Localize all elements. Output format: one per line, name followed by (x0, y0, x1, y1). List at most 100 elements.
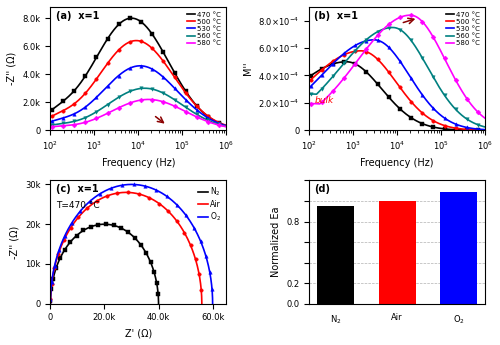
560 °C (48, 123, 54, 127)
Line: 500 °C: 500 °C (309, 51, 485, 130)
580 °C (410, 13, 416, 18)
530 °C (151, 68, 157, 72)
530 °C (223, 124, 229, 128)
Y-axis label: Normalized Ea: Normalized Ea (270, 207, 280, 277)
Legend: 470 °C, 500 °C, 530 °C, 560 °C, 580 °C: 470 °C, 500 °C, 530 °C, 560 °C, 580 °C (186, 10, 222, 47)
Line: 580 °C: 580 °C (50, 99, 226, 127)
470 °C (223, 124, 229, 128)
560 °C (338, 66, 344, 70)
Air (99, 196, 105, 200)
470 °C (127, 16, 133, 20)
470 °C (424, 123, 430, 127)
Air (84, 207, 89, 211)
580 °C (352, 62, 358, 67)
Line: 580 °C: 580 °C (309, 15, 485, 118)
470 °C (78, 80, 84, 84)
Air (172, 217, 178, 221)
580 °C (48, 125, 54, 129)
470 °C (343, 60, 349, 64)
O$_2$ (182, 212, 188, 216)
N$_2$ (136, 241, 142, 245)
500 °C (151, 48, 157, 52)
500 °C (78, 95, 84, 99)
470 °C (180, 85, 186, 89)
470 °C (439, 127, 445, 131)
500 °C (386, 70, 392, 75)
Text: (d): (d) (314, 184, 330, 194)
530 °C (386, 46, 392, 50)
Text: (b)  x=1: (b) x=1 (314, 11, 358, 21)
500 °C (223, 123, 229, 127)
530 °C (371, 38, 377, 42)
580 °C (223, 125, 229, 129)
580 °C (306, 101, 312, 106)
Bar (317, 206, 354, 304)
580 °C (386, 22, 392, 27)
530 °C (482, 128, 488, 132)
Line: N$_2$: N$_2$ (50, 224, 158, 304)
X-axis label: Z' (Ω): Z' (Ω) (124, 328, 152, 338)
560 °C (386, 26, 392, 30)
N$_2$ (51, 272, 57, 276)
560 °C (410, 41, 416, 45)
O$_2$ (210, 302, 216, 306)
500 °C (358, 49, 364, 53)
Air (48, 302, 54, 306)
Air (123, 190, 129, 195)
Line: 560 °C: 560 °C (50, 88, 226, 126)
O$_2$ (102, 189, 108, 193)
Line: Air: Air (50, 193, 202, 304)
530 °C (48, 120, 54, 124)
500 °C (482, 128, 488, 132)
470 °C (352, 62, 358, 66)
X-axis label: Frequency (Hz): Frequency (Hz) (360, 158, 434, 168)
530 °C (306, 86, 312, 90)
560 °C (439, 89, 445, 93)
530 °C (352, 44, 358, 48)
Air (154, 200, 160, 204)
530 °C (127, 66, 133, 70)
560 °C (352, 49, 358, 53)
Legend: 470 °C, 500 °C, 530 °C, 560 °C, 580 °C: 470 °C, 500 °C, 530 °C, 560 °C, 580 °C (444, 10, 482, 47)
Bar (440, 192, 477, 304)
Air (173, 218, 179, 222)
O$_2$ (86, 200, 92, 204)
580 °C (439, 51, 445, 55)
470 °C (128, 16, 134, 20)
580 °C (407, 13, 413, 17)
Line: 560 °C: 560 °C (309, 28, 485, 127)
560 °C (165, 93, 171, 98)
500 °C (352, 49, 358, 53)
530 °C (439, 114, 445, 118)
560 °C (482, 125, 488, 129)
Y-axis label: -Z'' (Ω): -Z'' (Ω) (10, 226, 20, 259)
530 °C (78, 108, 84, 112)
500 °C (306, 79, 312, 83)
470 °C (410, 117, 416, 121)
560 °C (142, 86, 148, 90)
530 °C (338, 55, 344, 59)
500 °C (127, 40, 133, 44)
O$_2$ (48, 302, 54, 306)
O$_2$ (128, 183, 134, 187)
O$_2$ (53, 258, 59, 262)
470 °C (151, 35, 157, 39)
Line: 470 °C: 470 °C (309, 62, 485, 130)
530 °C (137, 64, 143, 68)
580 °C (165, 101, 171, 106)
500 °C (410, 102, 416, 106)
470 °C (386, 96, 392, 100)
N$_2$ (137, 242, 143, 246)
470 °C (306, 75, 312, 79)
560 °C (180, 104, 186, 108)
Line: O$_2$: O$_2$ (50, 185, 212, 304)
500 °C (338, 55, 344, 59)
500 °C (439, 122, 445, 127)
470 °C (338, 60, 344, 64)
580 °C (127, 101, 133, 105)
530 °C (424, 99, 430, 103)
N$_2$ (156, 302, 162, 306)
560 °C (424, 64, 430, 68)
Text: (c)  x=1: (c) x=1 (56, 184, 98, 194)
560 °C (223, 124, 229, 128)
